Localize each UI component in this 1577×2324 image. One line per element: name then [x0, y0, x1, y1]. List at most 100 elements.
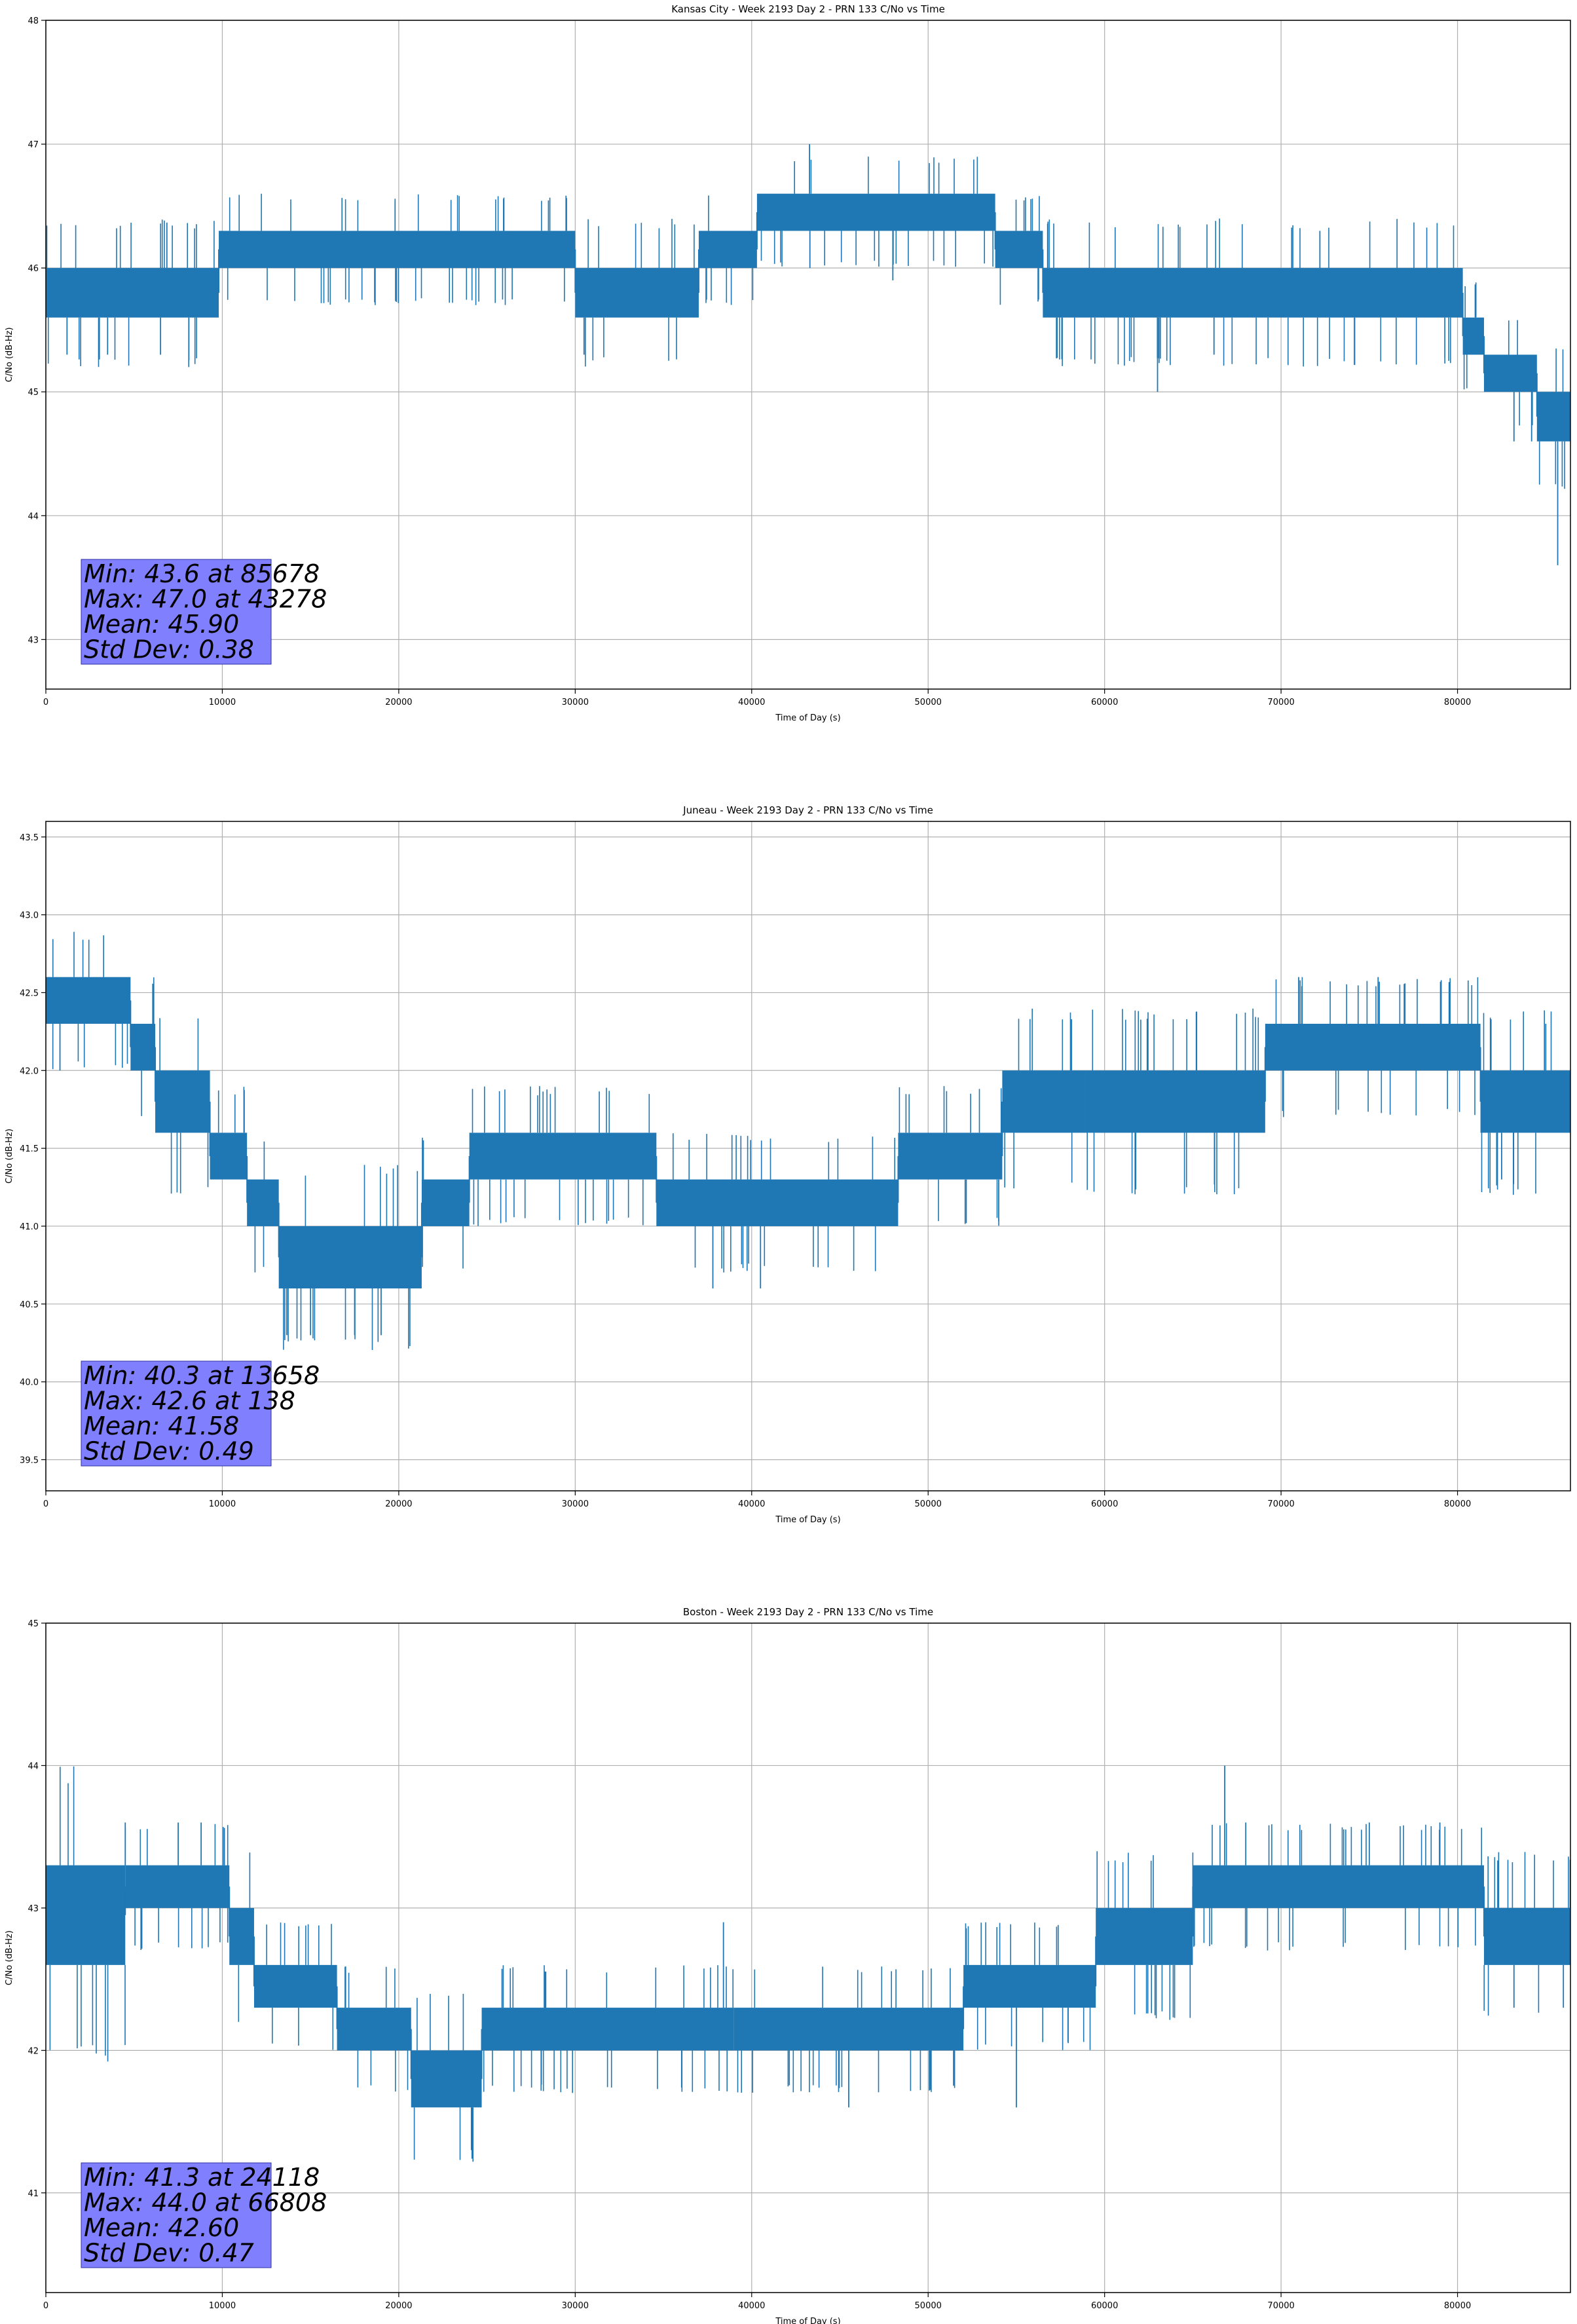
y-tick-label: 47: [28, 140, 39, 150]
y-axis-label: C/No (dB-Hz): [5, 1930, 14, 1985]
stats-line: Std Dev: 0.49: [84, 1437, 254, 1466]
series-noise: [999, 196, 1040, 305]
x-tick-label: 10000: [209, 698, 236, 707]
x-tick-label: 70000: [1267, 2301, 1294, 2311]
series-band: [469, 1133, 657, 1180]
chart-title: Juneau - Week 2193 Day 2 - PRN 133 C/No …: [682, 804, 933, 816]
x-tick-label: 40000: [738, 1499, 765, 1509]
series-band: [210, 1133, 248, 1180]
x-tick-label: 60000: [1091, 1499, 1118, 1509]
series-noise: [52, 931, 128, 1070]
y-tick-label: 39.5: [20, 1455, 39, 1465]
x-tick-label: 0: [43, 1499, 48, 1509]
series-band: [995, 231, 1043, 269]
series-band: [46, 1865, 126, 1965]
series-noise: [217, 1087, 245, 1133]
series-noise: [1086, 1008, 1259, 1195]
series-band: [733, 2008, 964, 2051]
series-band: [1483, 354, 1537, 392]
x-tick-label: 80000: [1444, 2301, 1471, 2311]
x-axis-label: Time of Day (s): [775, 2317, 840, 2324]
x-tick-label: 30000: [562, 2301, 589, 2311]
y-tick-label: 45: [28, 388, 39, 398]
x-tick-label: 20000: [385, 2301, 412, 2311]
y-axis-label: C/No (dB-Hz): [5, 328, 14, 383]
x-tick-label: 40000: [738, 698, 765, 707]
series-noise: [585, 219, 695, 367]
series-noise: [673, 1133, 895, 1273]
y-tick-label: 48: [28, 16, 39, 26]
series-noise: [254, 1141, 265, 1273]
stats-line: Mean: 41.58: [84, 1412, 239, 1440]
series-band: [756, 193, 995, 231]
series-noise: [1463, 282, 1477, 390]
series-band: [698, 231, 757, 269]
x-tick-label: 30000: [562, 698, 589, 707]
series-noise: [49, 1766, 126, 2062]
chart-title: Kansas City - Week 2193 Day 2 - PRN 133 …: [671, 3, 945, 15]
series-noise: [472, 1086, 650, 1226]
series-band: [125, 1865, 230, 1908]
series-noise: [899, 1086, 1002, 1226]
x-tick-label: 10000: [209, 1499, 236, 1509]
series-noise: [1483, 1852, 1570, 2016]
y-tick-label: 43: [28, 1904, 39, 1914]
series-band: [229, 1907, 254, 1965]
series-noise: [1538, 348, 1565, 489]
y-tick-label: 43.5: [20, 833, 39, 843]
stats-line: Max: 44.0 at 66808: [84, 2188, 327, 2217]
series-noise: [227, 193, 567, 305]
series-noise: [1004, 1008, 1073, 1189]
y-tick-label: 42.5: [20, 988, 39, 998]
series-noise: [422, 1137, 464, 1269]
series-noise: [760, 157, 993, 267]
y-tick-label: 43: [28, 635, 39, 645]
series-noise: [266, 1922, 334, 2050]
y-tick-label: 44: [28, 1761, 39, 1771]
x-tick-label: 0: [43, 2301, 48, 2311]
y-tick-label: 40.0: [20, 1378, 39, 1388]
series-band: [278, 1226, 422, 1289]
series-group: [46, 931, 1570, 1350]
series-band: [1043, 268, 1463, 318]
x-tick-label: 80000: [1444, 698, 1471, 707]
plot-area: [46, 1623, 1570, 2293]
series-band: [46, 268, 219, 318]
series-band: [481, 2008, 734, 2051]
series-noise: [483, 1965, 733, 2093]
series-band: [1480, 1070, 1570, 1133]
series-band: [421, 1179, 470, 1226]
series-noise: [965, 1922, 1091, 2050]
stats-box: [81, 559, 272, 665]
x-tick-label: 40000: [738, 2301, 765, 2311]
stats-line: Std Dev: 0.47: [84, 2239, 254, 2268]
series-noise: [1508, 320, 1533, 426]
stats-line: Mean: 45.90: [84, 610, 239, 639]
x-tick-label: 10000: [209, 2301, 236, 2311]
series-noise: [46, 219, 215, 367]
stats-line: Min: 43.6 at 85678: [84, 559, 320, 588]
series-band: [898, 1133, 1003, 1180]
x-tick-label: 30000: [562, 1499, 589, 1509]
series-group: [46, 1765, 1570, 2162]
x-tick-label: 60000: [1091, 2301, 1118, 2311]
series-band: [1462, 317, 1484, 355]
series-band: [219, 231, 576, 269]
series-band: [253, 1964, 337, 2008]
y-tick-label: 40.5: [20, 1300, 39, 1310]
series-noise: [141, 977, 155, 1116]
series-band: [1193, 1865, 1484, 1908]
x-axis-label: Time of Day (s): [775, 713, 840, 723]
axes-frame: [45, 821, 1571, 1491]
series-band: [155, 1070, 210, 1133]
series-band: [1483, 1907, 1570, 1965]
x-tick-label: 60000: [1091, 698, 1118, 707]
y-tick-label: 42.0: [20, 1066, 39, 1076]
series-band: [247, 1179, 279, 1226]
stats-line: Mean: 42.60: [84, 2213, 239, 2242]
stats-line: Max: 47.0 at 43278: [84, 585, 327, 614]
stats-line: Std Dev: 0.38: [84, 635, 254, 664]
series-band: [1265, 1023, 1481, 1071]
y-tick-label: 42: [28, 2046, 39, 2056]
